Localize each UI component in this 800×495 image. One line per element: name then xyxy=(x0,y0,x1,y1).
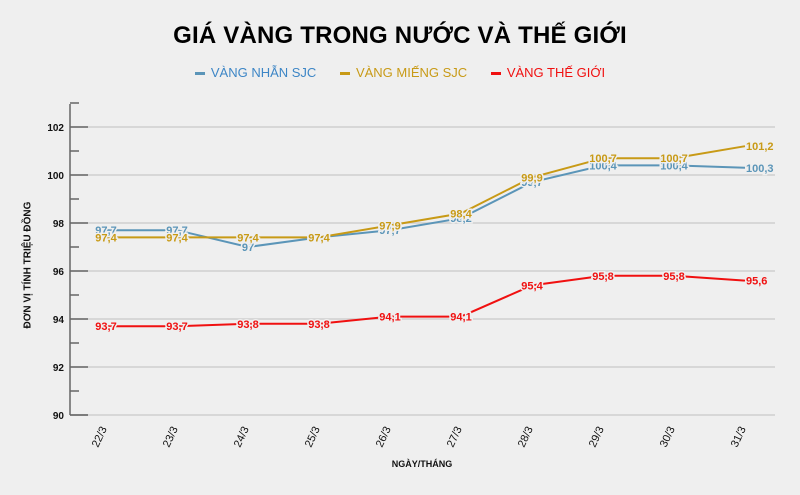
legend-swatch-icon xyxy=(490,72,501,76)
y-tick-label: 100 xyxy=(47,171,64,182)
y-tick-label: 102 xyxy=(47,123,64,134)
data-label: 97,4 xyxy=(166,232,188,244)
data-label: 97,4 xyxy=(308,232,330,244)
y-tick-label: 98 xyxy=(53,219,65,230)
data-label: 97,4 xyxy=(237,232,259,244)
chart-legend: VÀNG NHẪN SJC VÀNG MIẾNG SJC VÀNG THẾ GI… xyxy=(0,65,800,80)
x-tick-label: 24/3 xyxy=(232,425,252,449)
series-line xyxy=(106,274,746,328)
x-axis-label: NGÀY/THÁNG xyxy=(391,459,453,469)
x-tick-label: 22/3 xyxy=(90,425,110,449)
legend-swatch-icon xyxy=(194,72,205,76)
x-tick-label: 26/3 xyxy=(374,425,394,449)
data-label: 95,8 xyxy=(663,271,684,283)
x-tick-label: 31/3 xyxy=(729,425,749,449)
data-label: 99,7 xyxy=(521,177,542,189)
data-label: 100,4 xyxy=(589,160,617,172)
data-label: 98,2 xyxy=(450,213,471,225)
y-axis-label: ĐƠN VỊ TÍNH TRIỆU ĐỒNG xyxy=(22,201,34,329)
legend-item-vang-the-gioi: VÀNG THẾ GIỚI xyxy=(490,65,606,80)
data-label: 97,7 xyxy=(95,225,116,237)
data-label: 94,1 xyxy=(379,312,400,324)
data-label: 97 xyxy=(242,242,254,254)
legend-swatch-icon xyxy=(339,72,350,76)
data-label: 93,7 xyxy=(95,321,116,333)
x-tick-label: 29/3 xyxy=(587,425,607,449)
x-tick-label: 27/3 xyxy=(445,425,465,449)
y-tick-label: 96 xyxy=(53,267,65,278)
data-label: 97,9 xyxy=(379,220,400,232)
data-label: 93,8 xyxy=(237,319,258,331)
y-tick-label: 90 xyxy=(53,411,65,422)
legend-item-vang-mieng-sjc: VÀNG MIẾNG SJC xyxy=(339,65,468,80)
data-label: 98,4 xyxy=(450,208,472,220)
data-label: 95,6 xyxy=(746,276,767,288)
data-label: 100,3 xyxy=(746,163,774,175)
data-label: 101,2 xyxy=(746,141,774,153)
data-label: 99,9 xyxy=(521,172,542,184)
series-line xyxy=(106,145,746,239)
chart-title: GIÁ VÀNG TRONG NƯỚC VÀ THẾ GIỚI xyxy=(173,22,627,49)
series-line xyxy=(106,164,746,249)
x-tick-label: 30/3 xyxy=(658,425,678,449)
legend-label: VÀNG NHẪN SJC xyxy=(210,65,317,80)
data-label: 97,7 xyxy=(166,225,187,237)
y-tick-label: 94 xyxy=(53,315,65,326)
data-label: 95,4 xyxy=(521,280,543,292)
y-tick-label: 92 xyxy=(53,363,65,374)
data-label: 93,7 xyxy=(166,321,187,333)
data-label: 100,7 xyxy=(589,153,617,165)
data-label: 94,1 xyxy=(450,312,471,324)
x-tick-label: 28/3 xyxy=(516,425,536,449)
x-tick-label: 23/3 xyxy=(161,425,181,449)
legend-item-vang-nhan-sjc: VÀNG NHẪN SJC xyxy=(194,65,317,80)
legend-label: VÀNG THẾ GIỚI xyxy=(506,65,606,80)
data-label: 100,4 xyxy=(660,160,688,172)
legend-label: VÀNG MIẾNG SJC xyxy=(355,65,468,80)
data-label: 97,4 xyxy=(95,232,117,244)
data-label: 97,4 xyxy=(308,232,330,244)
data-label: 97,7 xyxy=(379,225,400,237)
data-label: 93,8 xyxy=(308,319,329,331)
data-label: 95,8 xyxy=(592,271,613,283)
data-label: 100,7 xyxy=(660,153,688,165)
x-tick-label: 25/3 xyxy=(303,425,323,449)
